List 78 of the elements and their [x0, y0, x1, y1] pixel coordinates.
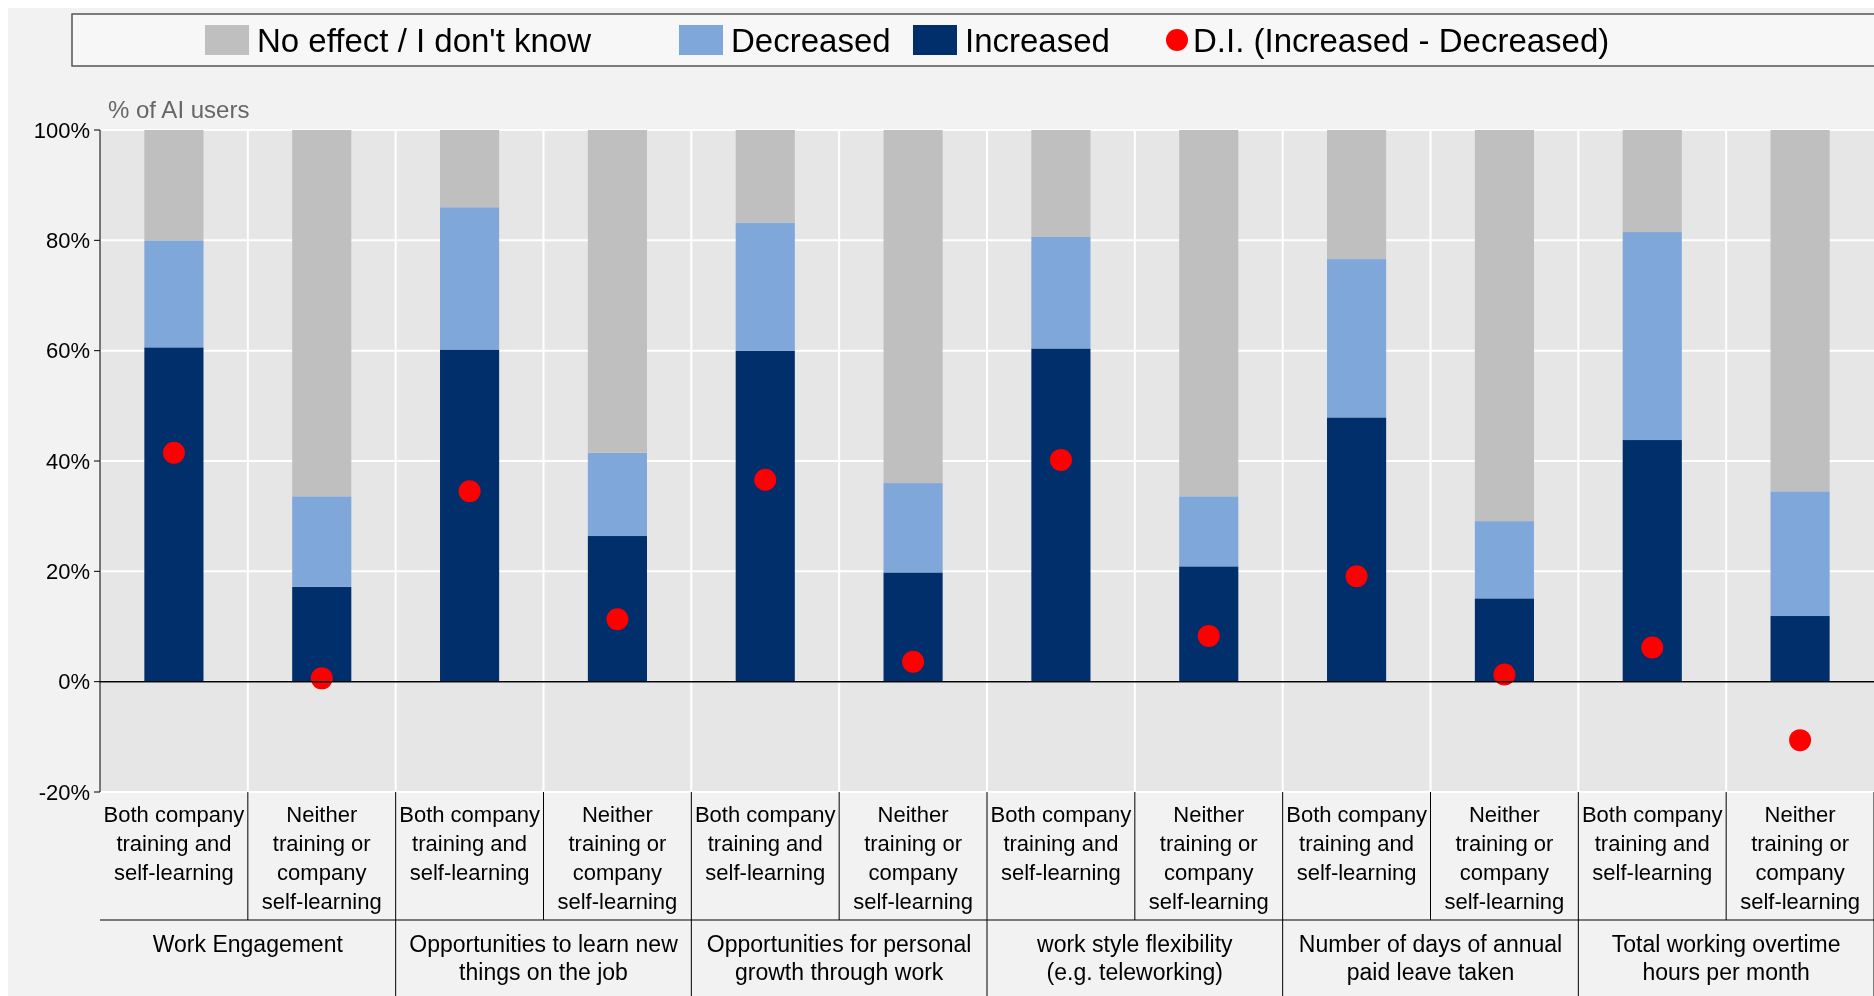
point — [754, 468, 777, 491]
legend-label: D.I. (Increased - Decreased) — [1193, 22, 1610, 59]
point — [310, 667, 333, 690]
point — [1493, 663, 1516, 686]
text: Opportunities to learn new things on the job — [409, 931, 679, 985]
bar — [883, 483, 943, 573]
bar — [1770, 491, 1830, 617]
legend-label: No effect / I don't know — [257, 22, 592, 59]
bar — [292, 130, 352, 497]
bar — [1327, 417, 1387, 682]
bar — [1474, 598, 1534, 682]
bar — [883, 130, 943, 484]
bar — [1622, 130, 1682, 233]
point — [1345, 565, 1368, 588]
bar — [1031, 130, 1091, 238]
bar — [735, 222, 795, 351]
bar — [1031, 237, 1091, 349]
bar — [587, 452, 647, 537]
legend-label: Increased — [965, 22, 1110, 59]
x-tick-label: Both company training and self-learning — [399, 802, 540, 885]
y-tick-label: 40% — [45, 448, 90, 474]
x-tick-label: Neither training or company self-learning — [261, 802, 382, 914]
bar — [144, 130, 204, 241]
bar — [1474, 130, 1534, 522]
bar — [440, 130, 500, 208]
bar — [1031, 348, 1091, 682]
bar — [1179, 130, 1239, 497]
x-tick-label: Both company training and self-learning — [694, 802, 836, 885]
point — [1641, 636, 1664, 659]
point — [606, 608, 629, 631]
point — [1789, 729, 1812, 752]
bar — [1179, 496, 1239, 567]
y-tick-label: 20% — [45, 559, 90, 585]
y-tick-label: 100% — [33, 117, 90, 143]
x-tick-label: Neither training or company self-learning — [557, 802, 678, 914]
bar — [735, 350, 795, 682]
y-axis-title: % of AI users — [108, 96, 250, 123]
text: work style flexibility (e.g. teleworking) — [1036, 931, 1234, 985]
y-tick-label: -20% — [38, 779, 90, 805]
x-tick-label: Both company training and self-learning — [103, 802, 245, 885]
bar — [1622, 440, 1682, 682]
text: Number of days of annual paid leave taken — [1298, 931, 1563, 985]
point — [458, 480, 481, 503]
bar — [292, 496, 352, 587]
point — [162, 441, 185, 464]
point — [1049, 448, 1072, 471]
bar — [1327, 259, 1387, 418]
y-tick-label: 80% — [45, 228, 90, 254]
x-tick-label: Both company training and self-learning — [1286, 802, 1427, 885]
y-tick-label: 0% — [58, 669, 90, 695]
legend-label: Decreased — [731, 22, 891, 59]
x-tick-label: Both company training and self-learning — [990, 802, 1132, 885]
bar — [144, 347, 204, 682]
bar — [1474, 521, 1534, 599]
bar — [883, 572, 943, 682]
bar — [587, 536, 647, 682]
x-tick-label: Neither training or company self-learning — [1148, 802, 1269, 914]
bar — [735, 130, 795, 223]
text: Total working overtime hours per month — [1611, 931, 1841, 985]
bar — [144, 240, 204, 348]
bar — [1327, 130, 1387, 260]
point — [1197, 624, 1220, 647]
x-tick-label: Both company training and self-learning — [1581, 802, 1723, 885]
bar — [292, 586, 352, 682]
bar — [1622, 232, 1682, 441]
y-tick-label: 60% — [45, 338, 90, 364]
bar — [440, 207, 500, 350]
text: Opportunities for personal growth through work — [706, 931, 972, 985]
point — [902, 650, 925, 673]
text: Work Engagement — [152, 931, 344, 957]
bar — [1179, 566, 1239, 682]
bar — [440, 349, 500, 682]
x-tick-label: Neither training or company self-learning — [1444, 802, 1565, 914]
bar — [1770, 616, 1830, 682]
x-tick-label: Neither training or company self-learning — [1740, 802, 1861, 914]
bar — [1770, 130, 1830, 492]
bar — [587, 130, 647, 453]
x-tick-label: Neither training or company self-learning — [853, 802, 974, 914]
